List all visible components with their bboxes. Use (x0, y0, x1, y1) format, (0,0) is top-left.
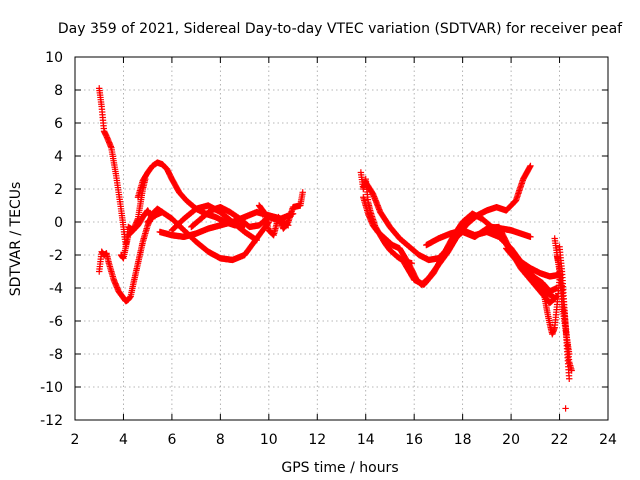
x-tick-label: 18 (454, 432, 472, 448)
axis-ticks: 2 4 6 8 10 12 14 16 18 20 22 24-12-10-8-6-4-2024681… (40, 50, 617, 448)
series-arc-21-late (556, 243, 573, 382)
y-tick-label: 2 (54, 182, 63, 198)
data-point (119, 254, 127, 261)
y-tick-label: -10 (40, 380, 63, 396)
x-tick-label: 12 (308, 432, 326, 448)
data-point (551, 294, 558, 302)
x-tick-label: 6 (167, 432, 176, 448)
series-arc-3-early (117, 207, 156, 262)
x-tick-label: 2 (71, 432, 80, 448)
x-tick-label: 16 (405, 432, 423, 448)
x-tick-label: 8 (216, 432, 225, 448)
series-arc-18-late (539, 276, 563, 338)
x-tick-label: 24 (599, 432, 617, 448)
data-point (299, 189, 306, 196)
series-arc-8-day (188, 203, 292, 231)
x-tick-label: 10 (260, 432, 278, 448)
series-arc-2-early (96, 205, 166, 305)
x-tick-label: 4 (119, 432, 128, 448)
y-tick-label: 0 (54, 215, 63, 231)
y-tick-label: -6 (49, 314, 63, 330)
data-point (527, 162, 534, 170)
data-point (527, 233, 534, 241)
data-point (562, 405, 569, 412)
grid-lines (75, 57, 608, 420)
y-tick-label: -2 (49, 248, 63, 264)
x-tick-label: 14 (357, 432, 375, 448)
y-tick-label: -12 (40, 413, 63, 429)
y-tick-label: 6 (54, 116, 63, 132)
series-arc-9-day (255, 189, 306, 239)
data-points (96, 85, 575, 412)
y-tick-label: -8 (49, 347, 63, 363)
y-tick-label: 4 (54, 149, 63, 165)
y-axis-label: SDTVAR / TECUs (8, 182, 24, 297)
data-point (126, 293, 134, 301)
series-arc-5-day (144, 208, 273, 264)
series-outlier (562, 405, 569, 412)
plot-frame (74, 56, 609, 421)
y-tick-label: 10 (45, 50, 63, 66)
y-tick-label: 8 (54, 83, 63, 99)
x-tick-label: 20 (502, 432, 520, 448)
data-point (566, 375, 573, 382)
x-tick-label: 22 (551, 432, 569, 448)
data-point (253, 236, 260, 244)
x-axis-label: GPS time / hours (281, 460, 398, 476)
y-tick-label: -4 (49, 281, 63, 297)
chart-title: Day 359 of 2021, Sidereal Day-to-day VTE… (58, 21, 623, 37)
